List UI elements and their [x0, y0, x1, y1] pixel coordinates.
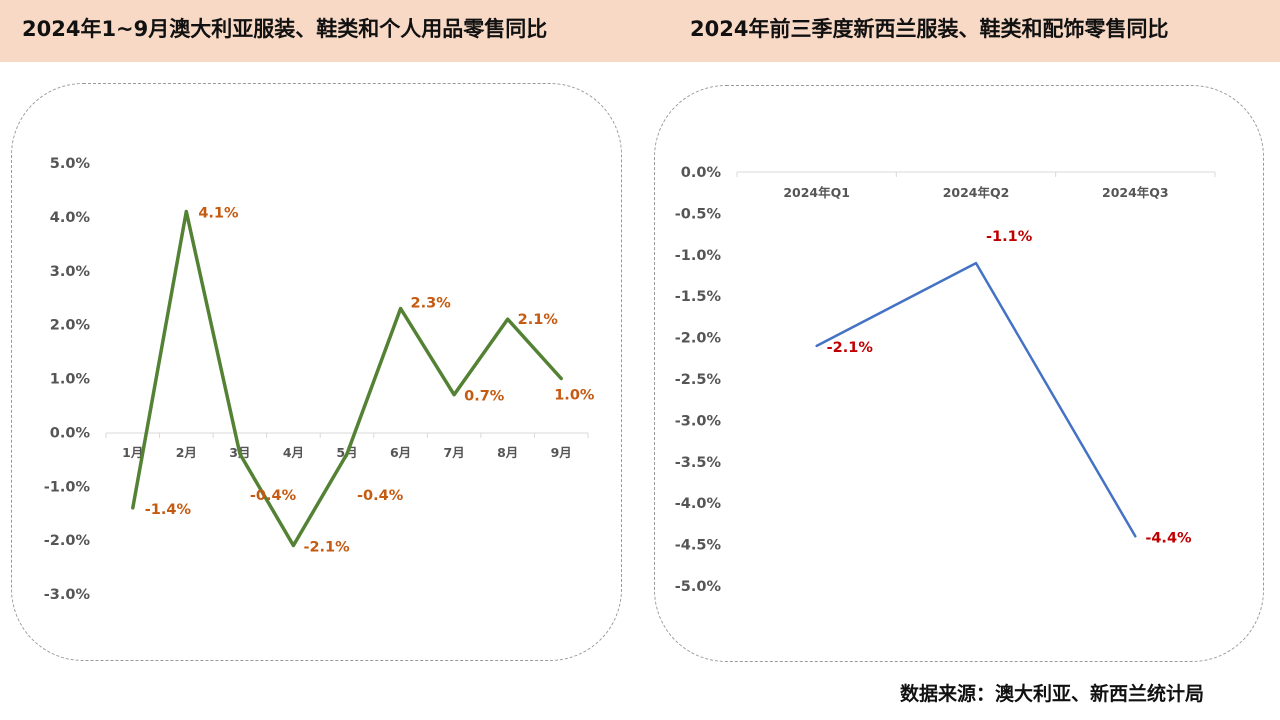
left-data-label: 2.3% [411, 295, 452, 311]
left-x-category-label: 2月 [176, 445, 197, 460]
right-y-tick-label: -1.0% [675, 248, 722, 264]
left-x-category-label: 9月 [551, 445, 572, 460]
left-y-tick-label: 2.0% [50, 318, 91, 334]
right-x-category-label: 2024年Q3 [1102, 185, 1169, 200]
left-series-line [131, 209, 563, 548]
left-x-category-label: 7月 [444, 445, 465, 460]
right-y-tick-label: -3.0% [675, 413, 722, 429]
right-y-tick-label: 0.0% [681, 165, 722, 181]
left-data-label: 2.1% [518, 312, 559, 328]
right-chart-panel [654, 85, 1264, 662]
right-x-category-label: 2024年Q1 [783, 185, 850, 200]
left-data-label: -1.4% [145, 502, 192, 518]
right-chart-title: 2024年前三季度新西兰服装、鞋类和配饰零售同比 [690, 17, 1169, 41]
right-series-line [815, 261, 1137, 538]
left-y-tick-label: -3.0% [44, 587, 91, 603]
left-chart-panel [11, 83, 622, 661]
left-data-label: 0.7% [464, 389, 505, 405]
right-y-tick-label: -3.5% [675, 455, 722, 471]
left-x-category-label: 8月 [497, 445, 518, 460]
right-y-tick-label: -2.5% [675, 372, 722, 388]
right-y-tick-label: -4.5% [675, 538, 722, 554]
left-data-label: -0.4% [250, 488, 297, 504]
left-y-tick-label: -1.0% [44, 479, 91, 495]
left-y-tick-label: 0.0% [50, 425, 91, 441]
right-y-tick-label: -5.0% [675, 579, 722, 595]
left-data-label: -0.4% [357, 488, 404, 504]
data-source-note: 数据来源：澳大利亚、新西兰统计局 [900, 683, 1205, 705]
left-data-label: 1.0% [554, 388, 595, 404]
left-y-tick-label: -2.0% [44, 533, 91, 549]
left-y-tick-label: 3.0% [50, 264, 91, 280]
right-data-label: -1.1% [986, 229, 1033, 245]
right-y-tick-label: -4.0% [675, 496, 722, 512]
right-y-tick-label: -0.5% [675, 206, 722, 222]
right-y-tick-label: -1.5% [675, 289, 722, 305]
left-x-category-label: 6月 [390, 445, 411, 460]
right-x-category-label: 2024年Q2 [943, 185, 1010, 200]
left-x-category-label: 1月 [122, 445, 143, 460]
left-y-tick-label: 4.0% [50, 210, 91, 226]
left-chart-title: 2024年1~9月澳大利亚服装、鞋类和个人用品零售同比 [22, 17, 548, 41]
left-x-category-label: 4月 [283, 445, 304, 460]
left-data-label: -2.1% [303, 540, 350, 556]
left-y-tick-label: 1.0% [50, 372, 91, 388]
right-data-label: -2.1% [827, 340, 874, 356]
header-bar: 2024年1~9月澳大利亚服装、鞋类和个人用品零售同比 2024年前三季度新西兰… [0, 0, 1280, 62]
right-y-tick-label: -2.0% [675, 331, 722, 347]
left-y-tick-label: 5.0% [50, 156, 91, 172]
right-data-label: -4.4% [1145, 530, 1192, 546]
left-data-label: 4.1% [198, 205, 239, 221]
